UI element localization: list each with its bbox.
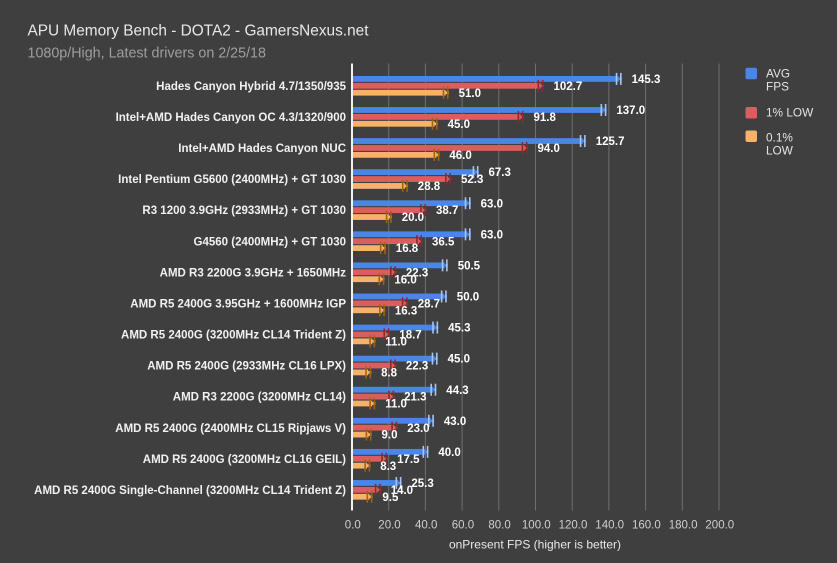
svg-text:22.3: 22.3 (406, 361, 428, 373)
svg-text:180.0: 180.0 (669, 520, 698, 532)
svg-text:14.0: 14.0 (391, 485, 413, 497)
svg-text:40.0: 40.0 (438, 447, 460, 459)
svg-text:1080p/High, Latest drivers on: 1080p/High, Latest drivers on 2/25/18 (28, 46, 266, 62)
svg-text:63.0: 63.0 (481, 229, 503, 241)
svg-text:51.0: 51.0 (459, 88, 481, 100)
svg-text:137.0: 137.0 (616, 105, 645, 117)
svg-text:52.3: 52.3 (461, 174, 483, 186)
svg-text:140.0: 140.0 (595, 520, 624, 532)
svg-text:45.0: 45.0 (448, 354, 470, 366)
svg-text:50.0: 50.0 (457, 292, 479, 304)
svg-text:8.8: 8.8 (381, 368, 398, 380)
svg-text:44.3: 44.3 (446, 385, 468, 397)
svg-text:45.0: 45.0 (448, 119, 470, 131)
svg-text:AMD R5 2400G (3200MHz CL14 Tri: AMD R5 2400G (3200MHz CL14 Trident Z) (121, 330, 346, 342)
svg-text:Intel+AMD Hades Canyon NUC: Intel+AMD Hades Canyon NUC (178, 143, 346, 155)
svg-text:22.3: 22.3 (406, 267, 428, 279)
svg-text:16.8: 16.8 (396, 243, 419, 255)
svg-text:28.8: 28.8 (418, 181, 441, 193)
svg-text:36.5: 36.5 (432, 236, 455, 248)
svg-text:AMD R5 2400G (2400MHz CL15 Rip: AMD R5 2400G (2400MHz CL15 Ripjaws V) (115, 423, 346, 435)
svg-text:120.0: 120.0 (559, 520, 588, 532)
svg-text:AMD R3 2200G 3.9GHz + 1650MHz: AMD R3 2200G 3.9GHz + 1650MHz (160, 267, 347, 279)
svg-text:AVG: AVG (766, 67, 790, 81)
svg-text:0.1%: 0.1% (766, 131, 793, 145)
svg-text:28.7: 28.7 (418, 299, 440, 311)
svg-text:80.0: 80.0 (488, 520, 510, 532)
svg-text:AMD R5 2400G Single-Channel (3: AMD R5 2400G Single-Channel (3200MHz CL1… (34, 485, 346, 497)
svg-text:18.7: 18.7 (399, 330, 421, 342)
svg-text:LOW: LOW (766, 144, 794, 158)
svg-text:46.0: 46.0 (449, 150, 471, 162)
svg-text:160.0: 160.0 (632, 520, 661, 532)
svg-text:onPresent FPS (higher is bette: onPresent FPS (higher is better) (449, 538, 621, 552)
svg-text:25.3: 25.3 (411, 478, 433, 490)
svg-text:43.0: 43.0 (444, 416, 466, 428)
svg-text:9.5: 9.5 (382, 492, 399, 504)
svg-text:145.3: 145.3 (632, 74, 661, 86)
svg-text:91.8: 91.8 (534, 112, 557, 124)
svg-text:11.0: 11.0 (385, 336, 407, 348)
svg-text:AMD R5 2400G (3200MHz CL16 GEI: AMD R5 2400G (3200MHz CL16 GEIL) (143, 454, 346, 466)
svg-text:17.5: 17.5 (397, 454, 420, 466)
svg-text:9.0: 9.0 (382, 430, 398, 442)
svg-text:Intel+AMD Hades Canyon OC 4.3/: Intel+AMD Hades Canyon OC 4.3/1320/900 (116, 112, 346, 124)
svg-text:67.3: 67.3 (489, 167, 511, 179)
svg-text:16.3: 16.3 (395, 305, 417, 317)
svg-text:Intel Pentium G5600 (2400MHz): Intel Pentium G5600 (2400MHz) + GT 1030 (118, 174, 346, 186)
svg-text:63.0: 63.0 (481, 198, 503, 210)
svg-text:200.0: 200.0 (705, 520, 734, 532)
svg-text:APU Memory Bench - DOTA2 - Gam: APU Memory Bench - DOTA2 - GamersNexus.n… (28, 23, 370, 40)
svg-text:20.0: 20.0 (402, 212, 424, 224)
svg-text:20.0: 20.0 (378, 520, 400, 532)
svg-text:R3 1200 3.9GHz (2933MHz) + GT: R3 1200 3.9GHz (2933MHz) + GT 1030 (142, 205, 346, 217)
svg-text:8.3: 8.3 (380, 461, 396, 473)
svg-text:102.7: 102.7 (554, 81, 583, 93)
svg-text:21.3: 21.3 (404, 392, 426, 404)
svg-text:AMD R3 2200G (3200MHz CL14): AMD R3 2200G (3200MHz CL14) (173, 392, 346, 404)
svg-text:45.3: 45.3 (448, 323, 470, 335)
svg-text:0.0: 0.0 (345, 520, 361, 532)
svg-text:1% LOW: 1% LOW (766, 106, 814, 120)
svg-text:60.0: 60.0 (452, 520, 474, 532)
svg-text:AMD R5 2400G (2933MHz CL16 LPX: AMD R5 2400G (2933MHz CL16 LPX) (147, 361, 346, 373)
svg-text:G4560 (2400MHz) + GT 1030: G4560 (2400MHz) + GT 1030 (194, 236, 346, 248)
svg-text:94.0: 94.0 (538, 143, 560, 155)
svg-text:40.0: 40.0 (415, 520, 437, 532)
svg-text:11.0: 11.0 (385, 399, 407, 411)
svg-text:Hades Canyon Hybrid 4.7/1350/9: Hades Canyon Hybrid 4.7/1350/935 (156, 81, 346, 93)
svg-text:125.7: 125.7 (596, 136, 625, 148)
svg-text:38.7: 38.7 (436, 205, 458, 217)
svg-text:FPS: FPS (766, 80, 789, 94)
svg-text:AMD R5 2400G 3.95GHz + 1600MHz: AMD R5 2400G 3.95GHz + 1600MHz IGP (130, 299, 346, 311)
svg-text:16.0: 16.0 (394, 274, 416, 286)
svg-text:50.5: 50.5 (458, 261, 481, 273)
svg-text:100.0: 100.0 (522, 520, 551, 532)
svg-text:23.0: 23.0 (407, 423, 429, 435)
